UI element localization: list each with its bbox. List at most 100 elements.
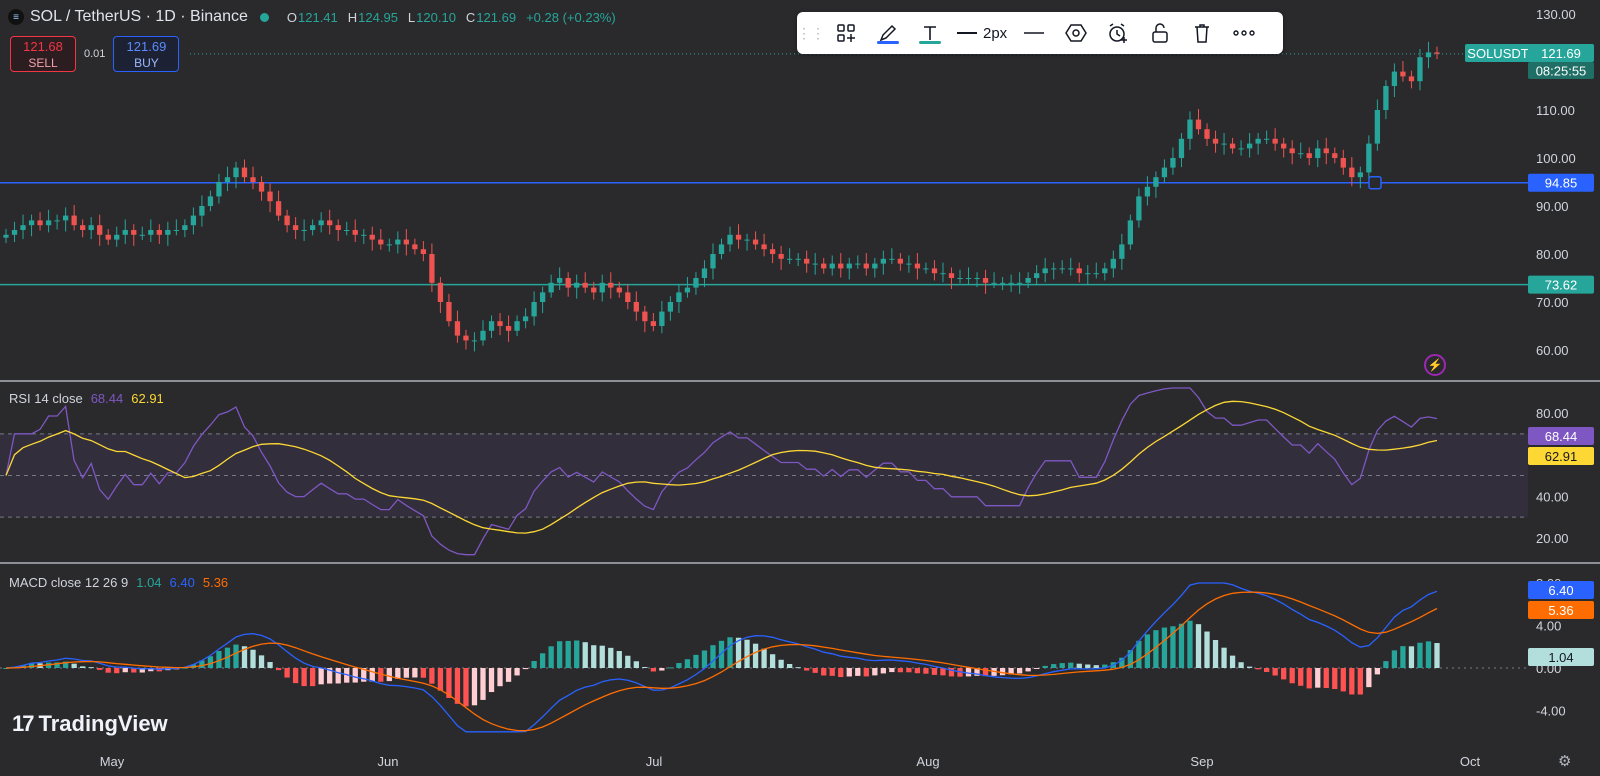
layout-add-icon[interactable] [825,12,867,54]
upper-line-badge: 94.85 [1545,176,1578,191]
rsi-tick-label: 80.00 [1536,406,1569,421]
line-style-icon[interactable] [1013,12,1055,54]
macd-histogram-bar [539,653,546,668]
gear-icon[interactable]: ⚙ [1558,753,1572,770]
unlock-icon[interactable] [1139,12,1181,54]
macd-histogram-bar [1417,642,1423,668]
macd-histogram-bar [940,668,946,676]
macd-histogram-bar [327,668,333,684]
candle [233,167,239,178]
macd-histogram-bar [1281,668,1287,680]
macd-histogram-bar [1093,665,1099,668]
macd-histogram-bar [633,661,639,668]
line-width-selector[interactable]: 2px [951,12,1013,54]
candle [522,316,529,322]
macd-value-badge: 6.40 [1548,583,1573,598]
candle [548,282,554,293]
macd-histogram-bar [1289,668,1295,684]
candle [37,220,43,226]
macd-histogram-bar [1255,668,1261,670]
candle [165,230,171,235]
text-icon[interactable] [909,12,951,54]
candle [463,335,469,341]
candle [497,321,503,326]
candle [1212,138,1219,144]
candle [582,282,588,288]
macd-histogram-bar [804,668,810,671]
candle [275,201,282,216]
candle [974,278,980,279]
macd-histogram-bar [344,668,350,683]
sell-price: 121.68 [23,39,63,54]
macd-histogram-bar [114,668,120,674]
alarm-add-icon[interactable] [1097,12,1139,54]
candle [965,278,972,279]
last-price-badge: 121.69 [1541,46,1581,61]
spread-value: 0.01 [84,48,106,60]
candle [650,321,656,326]
candle [395,239,401,245]
macd-histogram-bar [880,668,886,674]
candle [284,215,290,226]
macd-label[interactable]: MACD close 12 26 9 [9,575,129,590]
drag-handle-icon[interactable]: ⋮⋮ [797,24,825,41]
sell-button[interactable]: 121.68 SELL [10,36,76,72]
macd-histogram-bar [650,668,656,672]
macd-histogram-bar [693,654,699,668]
macd-histogram-bar [131,668,137,673]
candle [982,278,989,283]
price-tick-label: 60.00 [1536,343,1569,358]
candle [565,278,571,288]
macd-histogram-bar [1434,643,1440,668]
symbol-title[interactable]: SOL / TetherUS · 1D · Binance [30,8,248,25]
candle [1323,148,1329,154]
candle [1093,273,1099,275]
candle [1229,143,1236,149]
more-icon[interactable] [1223,12,1265,54]
macd-histogram-bar [1068,662,1074,668]
macd-histogram-bar [1315,668,1321,688]
macd-histogram-bar [1085,664,1091,668]
macd-histogram-bar [872,668,878,676]
candle [1246,143,1253,149]
candle [1357,172,1363,178]
macd-histogram-bar [275,668,282,671]
macd-histogram-bar [608,647,614,668]
candle [574,282,580,288]
candle [1349,167,1355,178]
macd-histogram-bar [1229,655,1236,668]
candle [28,220,35,226]
macd-histogram-bar [505,668,512,682]
macd-histogram-bar [769,654,776,668]
candle [216,182,222,197]
market-status-icon [259,12,269,22]
trash-icon[interactable] [1181,12,1223,54]
hexagon-icon[interactable] [1055,12,1097,54]
pencil-icon[interactable] [867,12,909,54]
rsi-label[interactable]: RSI 14 close [9,391,83,406]
candle [224,177,231,182]
macd-histogram-bar [1025,668,1031,672]
close-key: C [465,9,476,25]
rsi-tick-label: 40.00 [1536,489,1569,504]
pencil-color-swatch [877,41,899,44]
candle [480,330,486,341]
candle [420,249,427,254]
candle [769,249,776,254]
lightning-icon[interactable]: ⚡ [1424,354,1446,376]
candle [812,263,818,265]
macd-histogram-bar [574,640,580,668]
macd-histogram-bar [1212,640,1219,668]
macd-histogram-bar [361,668,367,682]
candle [804,258,810,264]
macd-histogram-bar [207,656,214,668]
macd-histogram-bar [522,668,529,670]
macd-histogram-bar [761,648,767,668]
candle [131,230,137,235]
buy-button[interactable]: 121.69 BUY [113,36,180,72]
tradingview-watermark[interactable]: 17 TradingView [12,711,168,737]
candle [250,177,256,182]
macd-histogram-bar [735,637,742,668]
macd-histogram-bar [1383,661,1389,668]
